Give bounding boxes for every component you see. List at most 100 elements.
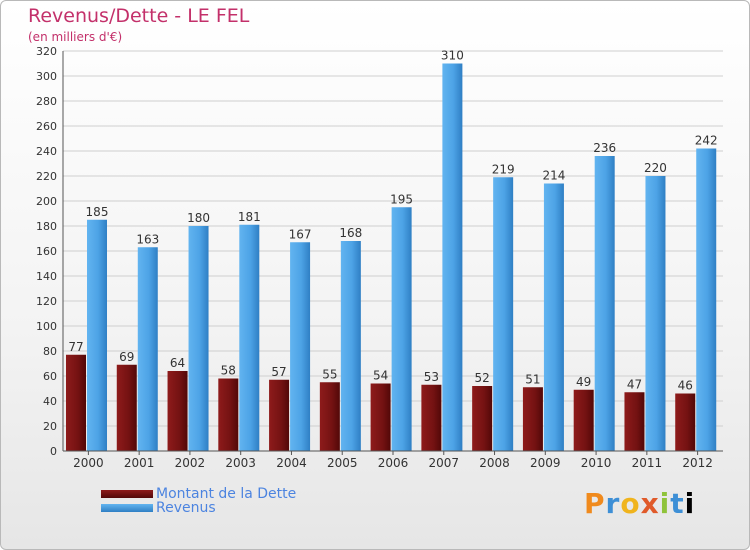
x-tick-label: 2007 xyxy=(428,456,459,470)
logo-letter: P xyxy=(584,487,606,520)
y-tick-label: 20 xyxy=(43,420,57,433)
debt-bar xyxy=(370,383,391,451)
x-tick-label: 2003 xyxy=(225,456,256,470)
revenue-bar xyxy=(137,247,158,451)
debt-data-label: 54 xyxy=(373,369,388,383)
revenue-data-label: 168 xyxy=(339,226,362,240)
y-tick-label: 300 xyxy=(36,70,57,83)
debt-bar xyxy=(218,378,239,451)
debt-data-label: 46 xyxy=(678,379,693,393)
chart-title: Revenus/Dette - LE FEL xyxy=(28,5,250,27)
debt-data-label: 69 xyxy=(119,350,134,364)
y-tick-label: 220 xyxy=(36,170,57,183)
revenue-data-label: 181 xyxy=(238,210,261,224)
revenue-bar xyxy=(442,63,463,451)
x-tick-label: 2011 xyxy=(632,456,663,470)
revenue-data-label: 180 xyxy=(187,211,210,225)
revenue-data-label: 220 xyxy=(644,161,667,175)
revenue-bar xyxy=(391,207,412,451)
logo-letter: t xyxy=(670,487,685,520)
x-tick-label: 2002 xyxy=(175,456,206,470)
x-tick-label: 2010 xyxy=(581,456,612,470)
logo-letter: x xyxy=(640,487,660,520)
logo-letter: i xyxy=(659,487,671,520)
debt-bar xyxy=(167,371,188,451)
proxiti-logo: Proxiti xyxy=(584,487,695,520)
revenue-data-label: 214 xyxy=(542,169,565,183)
x-tick-label: 2005 xyxy=(327,456,358,470)
legend-item-debt: Montant de la Dette xyxy=(101,486,297,502)
legend-label-debt: Montant de la Dette xyxy=(156,486,297,502)
logo-letter: r xyxy=(605,487,621,520)
revenue-bar xyxy=(493,177,514,451)
y-tick-label: 200 xyxy=(36,195,57,208)
y-tick-label: 120 xyxy=(36,295,57,308)
debt-data-label: 53 xyxy=(424,370,439,384)
y-tick-label: 320 xyxy=(36,45,57,58)
x-tick-label: 2009 xyxy=(530,456,561,470)
y-tick-label: 80 xyxy=(43,345,57,358)
revenue-data-label: 310 xyxy=(441,49,464,63)
y-tick-label: 140 xyxy=(36,270,57,283)
revenue-bar xyxy=(87,219,107,451)
x-tick-label: 2004 xyxy=(276,456,307,470)
chart-subtitle: (en milliers d'€) xyxy=(28,30,123,44)
debt-bar xyxy=(675,393,696,451)
debt-bar xyxy=(116,364,137,451)
x-tick-label: 2012 xyxy=(682,456,713,470)
y-tick-label: 40 xyxy=(43,395,57,408)
y-tick-label: 60 xyxy=(43,370,57,383)
debt-data-label: 47 xyxy=(627,377,642,391)
logo-letter: o xyxy=(620,487,641,520)
y-tick-label: 280 xyxy=(36,95,57,108)
revenue-bar xyxy=(645,176,666,451)
revenue-bar xyxy=(188,226,209,451)
x-tick-label: 2001 xyxy=(124,456,155,470)
debt-bar xyxy=(269,379,290,451)
debt-data-label: 57 xyxy=(271,365,286,379)
revenue-bar xyxy=(594,156,615,451)
revenue-data-label: 242 xyxy=(695,134,718,148)
y-tick-label: 260 xyxy=(36,120,57,133)
y-tick-label: 180 xyxy=(36,220,57,233)
revenue-bar xyxy=(696,148,717,451)
debt-bar xyxy=(421,384,442,451)
revenue-data-label: 163 xyxy=(136,232,159,246)
legend-label-revenue: Revenus xyxy=(156,500,216,516)
debt-data-label: 58 xyxy=(221,364,236,378)
debt-bar xyxy=(573,389,594,451)
debt-data-label: 51 xyxy=(525,372,540,386)
legend-swatch-debt xyxy=(101,490,153,498)
x-tick-label: 2000 xyxy=(73,456,104,470)
x-tick-label: 2008 xyxy=(479,456,510,470)
debt-data-label: 77 xyxy=(68,340,83,354)
legend-swatch-revenue xyxy=(101,504,153,512)
chart-legend: Montant de la Dette Revenus xyxy=(101,486,297,516)
logo-letter: i xyxy=(684,487,696,520)
revenue-bar xyxy=(340,241,361,451)
revenue-data-label: 185 xyxy=(86,205,109,219)
revenue-data-label: 195 xyxy=(390,192,413,206)
debt-bar xyxy=(472,386,493,451)
debt-data-label: 64 xyxy=(170,356,185,370)
y-tick-label: 0 xyxy=(50,445,57,458)
x-tick-label: 2006 xyxy=(378,456,409,470)
debt-data-label: 52 xyxy=(475,371,490,385)
revenue-bar xyxy=(543,183,564,451)
y-tick-label: 240 xyxy=(36,145,57,158)
debt-bar xyxy=(624,392,645,451)
revenue-data-label: 236 xyxy=(593,141,616,155)
legend-item-revenue: Revenus xyxy=(101,500,296,516)
debt-bar xyxy=(66,354,86,451)
debt-data-label: 49 xyxy=(576,375,591,389)
debt-bar xyxy=(319,382,340,451)
revenue-data-label: 219 xyxy=(492,162,515,176)
y-tick-label: 160 xyxy=(36,245,57,258)
revenue-bar xyxy=(239,224,260,451)
y-tick-label: 100 xyxy=(36,320,57,333)
revenue-data-label: 167 xyxy=(289,227,312,241)
revenue-bar xyxy=(290,242,311,451)
debt-data-label: 55 xyxy=(322,367,337,381)
